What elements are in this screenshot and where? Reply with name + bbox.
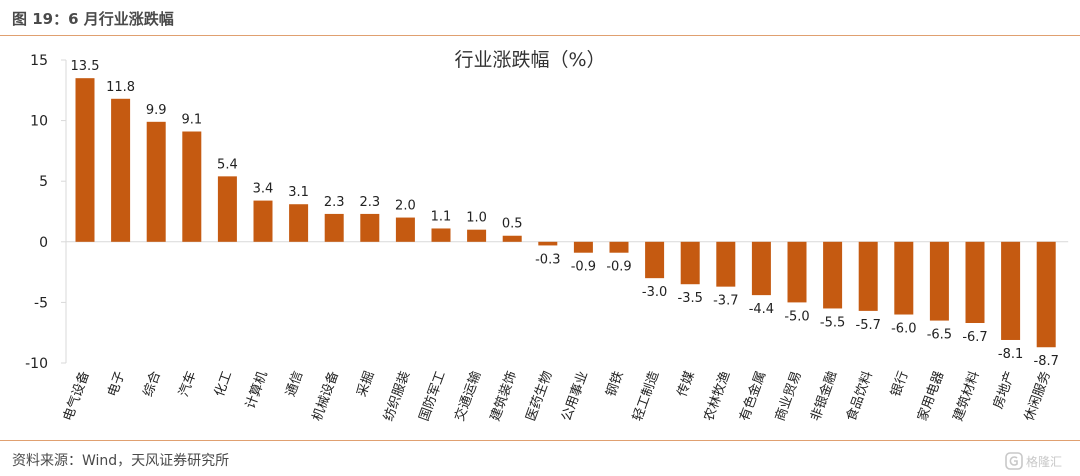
- bar: [75, 78, 95, 242]
- category-label: 农林牧渔: [702, 369, 734, 423]
- y-tick-label: -5: [34, 295, 48, 311]
- y-tick-label: 15: [30, 53, 48, 69]
- category-label: 商业贸易: [773, 369, 805, 423]
- category-label: 综合: [141, 369, 164, 399]
- category-label: 采掘: [355, 369, 378, 399]
- category-label: 国防军工: [416, 369, 449, 423]
- bar: [858, 241, 878, 311]
- y-tick-label: 5: [39, 174, 48, 190]
- data-label: -5.7: [856, 318, 881, 333]
- bar: [289, 204, 309, 242]
- category-label: 房地产: [990, 369, 1018, 411]
- category-label: 公用事业: [559, 369, 591, 423]
- category-label: 有色金属: [736, 369, 769, 423]
- category-label: 银行: [889, 369, 912, 399]
- data-label: -3.5: [678, 291, 703, 306]
- data-label: 2.3: [324, 195, 345, 210]
- bar: [716, 241, 736, 287]
- bar: [751, 241, 771, 296]
- y-tick-label: 10: [30, 114, 48, 130]
- bar-chart: 行业涨跌幅（%） 15 10 5 0 -5 -10 13.5 电气设备 11.8 电子 9.9 综合 9.…: [25, 49, 1069, 423]
- data-label: -4.4: [749, 302, 774, 317]
- category-label: 建筑装饰: [487, 369, 520, 423]
- bar: [645, 241, 665, 279]
- data-label: 13.5: [71, 59, 100, 74]
- data-label: 9.1: [181, 113, 202, 128]
- figure-header: 图 19：6 月行业涨跌幅: [0, 0, 1080, 36]
- bar: [680, 241, 700, 285]
- bar: [609, 241, 629, 253]
- data-label: 3.4: [253, 182, 274, 197]
- bar: [324, 213, 344, 242]
- data-label: -6.5: [927, 328, 952, 343]
- bar: [965, 241, 985, 324]
- data-label: -3.7: [713, 294, 738, 309]
- bar: [253, 200, 273, 242]
- category-label: 传媒: [675, 369, 698, 399]
- category-label: 化工: [212, 369, 235, 399]
- bar: [573, 241, 593, 253]
- bar: [395, 217, 415, 242]
- data-label: -8.7: [1034, 354, 1059, 369]
- category-label: 建筑材料: [950, 369, 983, 423]
- category-label: 电子: [105, 369, 128, 399]
- category-label: 轻工制造: [630, 369, 662, 423]
- bar: [467, 229, 487, 242]
- bar: [894, 241, 914, 315]
- source-note: 资料来源：Wind，天风证券研究所: [12, 453, 230, 469]
- category-label: 医药生物: [524, 369, 556, 423]
- footer-divider: [0, 440, 1080, 441]
- bar: [502, 235, 522, 242]
- category-label: 纺织服装: [381, 369, 413, 423]
- data-label: 9.9: [146, 103, 167, 118]
- data-label: 1.0: [466, 211, 487, 226]
- data-label: -0.9: [606, 260, 631, 275]
- figure-title: 图 19：6 月行业涨跌幅: [12, 10, 174, 28]
- bar: [360, 213, 380, 242]
- data-label: -8.1: [998, 347, 1023, 362]
- bar: [1001, 241, 1021, 340]
- data-label: -6.7: [962, 330, 987, 345]
- bar: [787, 241, 807, 303]
- logo-icon: [1005, 452, 1023, 470]
- category-label: 家用电器: [914, 369, 947, 423]
- data-label: 5.4: [217, 157, 238, 172]
- bar: [538, 241, 558, 246]
- category-label: 通信: [283, 369, 306, 399]
- data-label: 2.0: [395, 199, 416, 214]
- bar: [111, 98, 131, 242]
- data-label: 11.8: [106, 80, 135, 95]
- y-tick-label: 0: [39, 235, 48, 251]
- category-label: 非银金融: [808, 369, 841, 423]
- bar: [1036, 241, 1056, 348]
- data-label: 3.1: [288, 185, 309, 200]
- bar: [146, 121, 166, 242]
- category-label: 计算机: [243, 369, 270, 411]
- category-label: 机械设备: [309, 369, 342, 423]
- data-label: 1.1: [431, 209, 452, 224]
- data-label: -6.0: [891, 322, 916, 337]
- data-label: -0.9: [571, 260, 596, 275]
- category-label: 电气设备: [60, 369, 93, 423]
- chart-title: 行业涨跌幅（%）: [454, 49, 605, 71]
- category-label: 钢铁: [604, 369, 627, 399]
- y-tick-label: -10: [25, 356, 48, 372]
- watermark: 格隆汇: [1005, 451, 1077, 471]
- data-label: -5.5: [820, 315, 845, 330]
- category-label: 汽车: [176, 369, 200, 399]
- data-label: 0.5: [502, 217, 523, 232]
- bar: [431, 228, 451, 242]
- data-label: 2.3: [359, 195, 380, 210]
- data-label: -5.0: [784, 309, 809, 324]
- data-label: -0.3: [535, 252, 560, 267]
- bar: [929, 241, 949, 321]
- category-label: 食品饮料: [843, 369, 876, 423]
- bar: [823, 241, 843, 309]
- category-label: 交通运输: [452, 369, 485, 423]
- data-label: -3.0: [642, 285, 667, 300]
- category-label: 休闲服务: [1021, 369, 1054, 423]
- watermark-text: 格隆汇: [1026, 454, 1063, 469]
- bar: [182, 131, 202, 242]
- bar: [217, 176, 237, 242]
